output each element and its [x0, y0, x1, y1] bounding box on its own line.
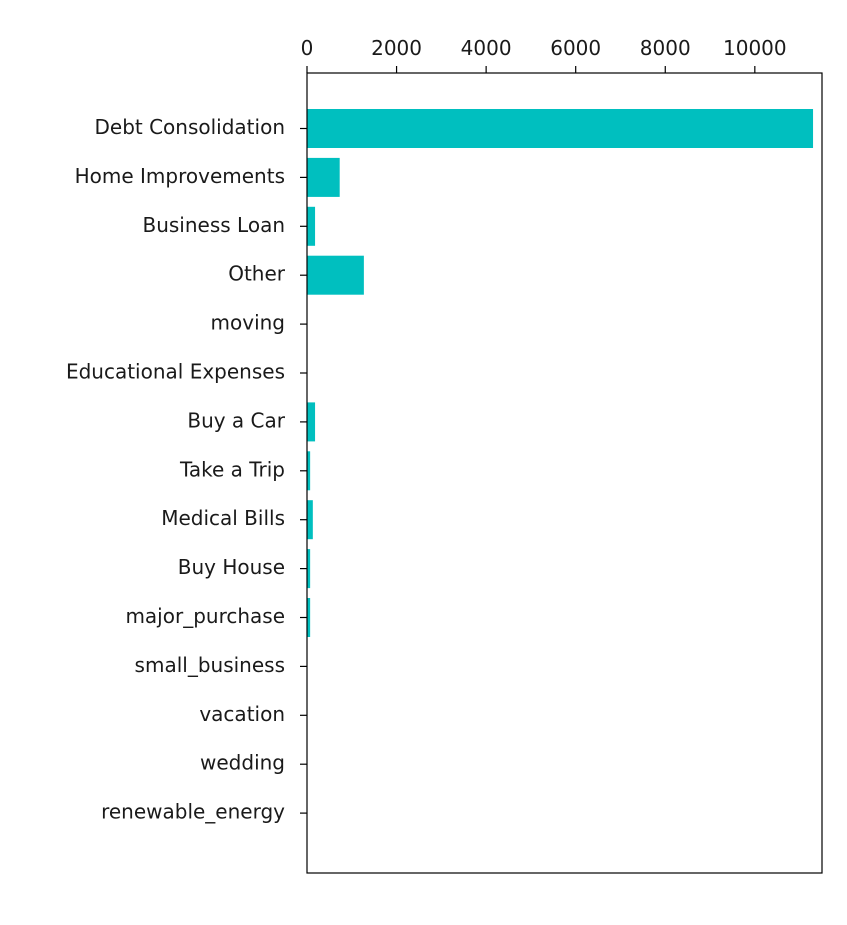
bar [307, 157, 340, 197]
ticks-layer [300, 66, 756, 814]
bar [307, 549, 311, 589]
y-tick-label: Debt Consolidation [94, 115, 285, 139]
y-tick-label: Medical Bills [161, 506, 285, 530]
y-tick-label: Take a Trip [179, 457, 285, 481]
y-tick-label: Buy a Car [187, 408, 285, 432]
labels-layer: Debt Consolidation Home Improvements Busin… [66, 36, 787, 824]
y-tick-label: Other [228, 262, 286, 286]
y-tick-label: Educational Expenses [66, 360, 285, 384]
y-tick-label: vacation [199, 702, 285, 726]
x-tick-label: 8000 [640, 36, 691, 60]
x-tick-label: 6000 [550, 36, 601, 60]
y-tick-label: wedding [200, 751, 285, 775]
bars-layer [307, 109, 814, 637]
plot-frame [306, 72, 823, 874]
y-tick-label: small_business [135, 653, 285, 677]
y-tick-label: major_purchase [125, 604, 285, 628]
bar [307, 255, 364, 295]
bar [307, 402, 316, 442]
y-tick-label: Home Improvements [75, 164, 285, 188]
bar [307, 109, 814, 148]
x-tick-label: 0 [301, 36, 314, 60]
bar [307, 500, 313, 540]
x-tick-label: 2000 [371, 36, 422, 60]
x-tick-label: 4000 [461, 36, 512, 60]
y-tick-label: moving [211, 311, 285, 335]
bar [307, 451, 311, 491]
bar [307, 598, 311, 637]
y-tick-label: renewable_energy [101, 800, 285, 824]
bar [307, 206, 316, 246]
x-tick-label: 10000 [723, 36, 787, 60]
y-tick-label: Business Loan [142, 213, 285, 237]
y-tick-label: Buy House [178, 555, 285, 579]
